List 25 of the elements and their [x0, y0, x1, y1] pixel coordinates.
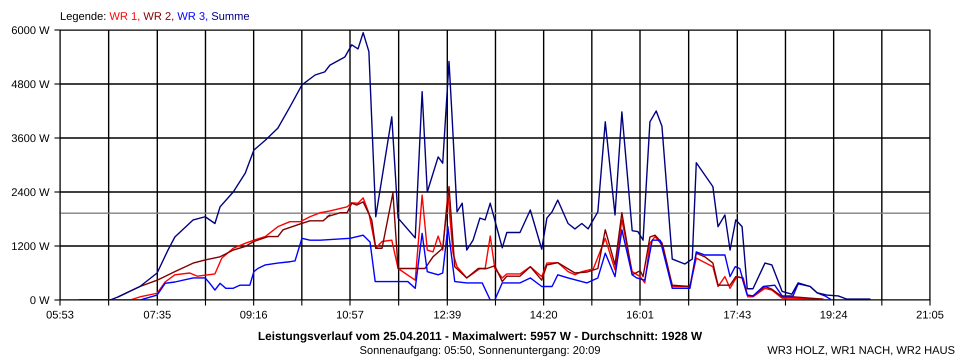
x-tick-label: 14:20 — [530, 310, 558, 319]
x-tick-label: 16:01 — [626, 310, 654, 319]
text: Summe — [212, 12, 250, 20]
y-tick-label: 6000 W — [12, 26, 50, 34]
text: WR 1, — [109, 12, 140, 22]
x-tick-label: 05:53 — [46, 310, 74, 319]
x-tick-label: 09:16 — [240, 310, 268, 319]
text: WR 3, — [177, 12, 208, 22]
x-tick-label: 19:24 — [820, 310, 848, 319]
x-tick-label: 21:05 — [916, 310, 944, 319]
y-tick-label: 1200 W — [12, 242, 50, 250]
x-tick-label: 07:35 — [144, 310, 171, 319]
text: Sonnenaufgang: 05:50, Sonnenuntergang: 20:09 — [360, 346, 600, 356]
text: WR3 HOLZ, WR1 NACH, WR2 HAUS — [767, 346, 954, 356]
y-tick-label: 4800 W — [12, 80, 50, 88]
y-tick-label: 2400 W — [12, 188, 50, 196]
x-tick-label: 17:43 — [724, 310, 751, 319]
text: Leistungsverlauf vom 25.04.2011 - Maximalwert: 5957 W - Durchschnitt: 1928 W — [258, 331, 702, 343]
x-tick-label: 12:39 — [434, 310, 461, 319]
legend-title: Legende: — [60, 12, 106, 22]
y-tick-label: 3600 W — [12, 134, 50, 142]
y-tick-label: 0 W — [30, 296, 50, 304]
text: WR 2, — [143, 12, 174, 22]
x-tick-label: 10:57 — [336, 310, 364, 319]
line-series — [79, 32, 870, 300]
